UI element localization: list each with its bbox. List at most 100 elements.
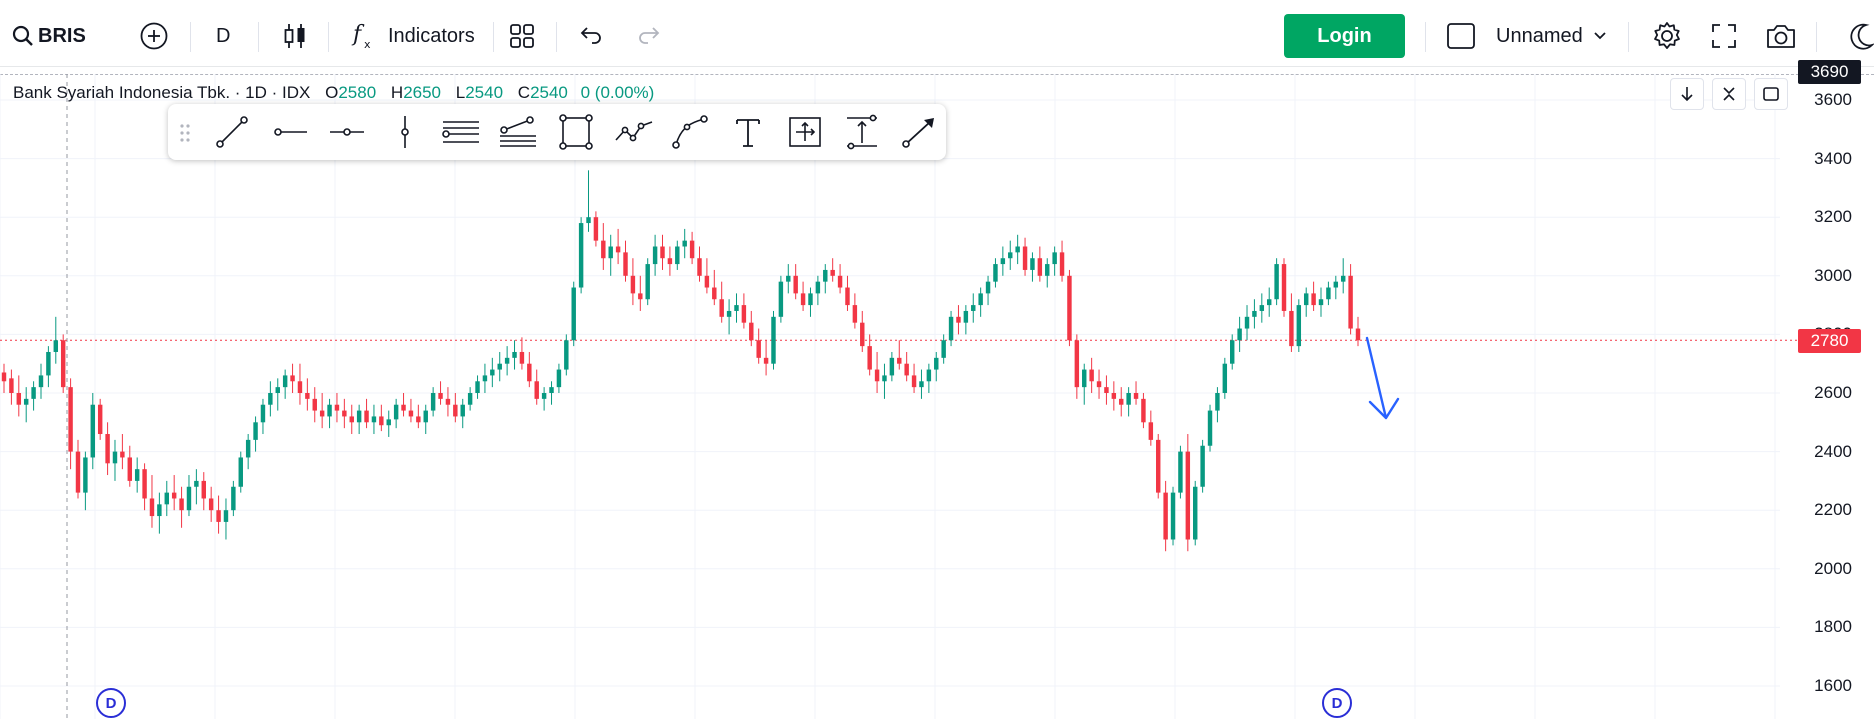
candle [934,351,939,382]
candle [675,240,680,270]
candle [1215,387,1220,423]
candle [786,264,791,294]
candle [948,310,954,347]
parallel-channel-tool[interactable] [441,114,479,150]
collapse-button[interactable] [1712,78,1746,110]
text-tool[interactable] [729,114,767,150]
redo-button[interactable] [636,6,662,66]
redo-icon [639,27,660,44]
settings-button[interactable] [1651,6,1683,66]
compare-button[interactable] [139,6,169,66]
candle [741,293,747,329]
price-axis-label: 3400 [1814,148,1852,168]
curve-icon [672,115,708,149]
candle [371,404,377,435]
candle [349,404,354,435]
price-axis-label: 2200 [1814,500,1852,520]
candles-icon [284,24,305,48]
drag-handle-icon[interactable] [178,122,192,144]
measure-tool[interactable] [786,114,824,150]
candle [1244,305,1250,341]
candle [1318,287,1324,317]
symbol-search[interactable]: BRIS [12,6,86,66]
candle [1274,258,1279,306]
horizontal-line-tool[interactable] [328,114,366,150]
arrow-down-icon [1681,87,1693,102]
candle [1303,287,1309,317]
legend-high-key: H [390,83,404,102]
candle [823,264,828,294]
brush-tool[interactable] [900,114,938,150]
candle [75,439,81,499]
candle [327,398,332,429]
price-range-tool[interactable] [843,114,881,150]
text-icon [736,119,760,147]
grid-layout-icon [510,24,534,48]
chevron-down-icon [1594,32,1606,40]
legend-interval: 1D [245,83,267,102]
candle [652,234,658,276]
legend-low-key: L [455,83,466,102]
candle [630,258,636,306]
candle [401,393,406,417]
candle [186,475,192,517]
candle [978,287,983,317]
candle [504,346,510,376]
candle [1281,258,1287,317]
scroll-to-latest-button[interactable] [1670,78,1704,110]
candle [9,369,14,405]
candle [1229,334,1235,370]
candle [1266,287,1272,317]
candle [808,287,813,317]
dividend-marker-left[interactable]: D [96,688,126,718]
candle [1148,410,1154,446]
candle [1008,240,1013,270]
undo-button[interactable] [578,6,604,66]
vertical-line-tool[interactable] [386,114,424,150]
fullscreen-button[interactable] [1710,6,1738,66]
candle [956,305,961,335]
candle [645,258,650,306]
candle [53,316,59,364]
chart-type-button[interactable] [282,6,308,66]
candle [963,305,969,335]
candle [926,363,932,393]
horizontal-line-icon [330,128,364,136]
candle [719,281,724,323]
symbol-label: BRIS [38,24,86,47]
interval-button[interactable]: D [216,6,230,66]
candle [83,451,88,511]
dividend-marker-right[interactable]: D [1322,688,1352,718]
screenshot-button[interactable] [1765,6,1797,66]
brush-icon [902,118,934,148]
login-button[interactable]: Login [1284,14,1405,58]
rectangle-tool[interactable] [557,114,595,150]
candle [1119,387,1124,417]
candle [608,234,613,276]
candle [1163,480,1168,552]
trend-line-icon [216,116,248,148]
price-chart[interactable] [0,74,1874,719]
candle [416,404,421,429]
moon-icon [1850,23,1874,50]
trend-line-tool[interactable] [213,114,251,150]
theme-button[interactable] [1846,6,1874,66]
path-tool[interactable] [613,114,653,150]
price-axis-label: 3600 [1814,90,1852,109]
candle [1082,363,1087,405]
curve-tool[interactable] [671,114,709,150]
arrow-drawing[interactable] [1365,336,1400,420]
layout-name-button[interactable]: Unnamed [1446,6,1607,66]
legend-change: 0 (0.00%) [580,83,655,102]
candle [564,334,569,376]
candle [1185,434,1191,552]
horizontal-ray-tool[interactable] [271,114,309,150]
maximize-pane-button[interactable] [1754,78,1788,110]
parallel-channel-icon [442,121,479,143]
fib-retracement-tool[interactable] [498,114,536,150]
candle [364,398,369,429]
candle [482,363,488,393]
candle [97,398,103,440]
layouts-button[interactable] [508,6,536,66]
